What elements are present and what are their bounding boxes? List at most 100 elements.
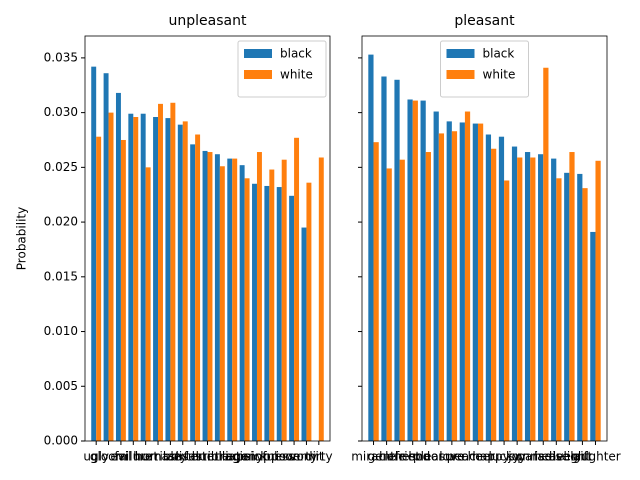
x-tick-label: love	[439, 450, 464, 464]
bar	[517, 157, 523, 441]
x-tick-label: sickness	[244, 450, 295, 464]
bar	[165, 118, 171, 441]
legend-label: white	[280, 68, 313, 82]
bar	[373, 142, 379, 442]
x-tick-label: honest	[379, 450, 420, 464]
legend: black white	[440, 40, 529, 98]
y-tick-label: 0.035	[44, 50, 78, 64]
bar	[438, 133, 445, 441]
bar	[145, 167, 151, 441]
legend: black white	[237, 40, 327, 98]
bar	[569, 152, 575, 441]
bar	[244, 178, 250, 441]
bar	[289, 195, 295, 441]
bar	[433, 111, 439, 441]
bar	[103, 73, 109, 441]
legend-label: black	[483, 47, 515, 61]
bar	[227, 158, 233, 441]
bar	[202, 150, 208, 441]
x-tick-label: sunrise	[509, 450, 552, 464]
bar	[538, 154, 544, 441]
y-tick-label: 0.005	[44, 379, 78, 393]
x-tick-label: awful	[167, 450, 199, 464]
x-tick-label: evil	[110, 450, 131, 464]
x-tick-label: happy	[472, 450, 509, 464]
x-tick-label: pleasure	[413, 450, 465, 464]
bar	[412, 100, 418, 441]
bar	[564, 172, 570, 441]
axes-frame	[84, 35, 331, 442]
bar	[256, 152, 262, 441]
bar	[182, 121, 188, 441]
bar	[153, 117, 159, 441]
bar	[368, 54, 374, 442]
legend-swatch	[446, 70, 475, 79]
legend-label: black	[280, 47, 312, 61]
bar	[386, 168, 392, 441]
axes-frame	[361, 35, 608, 442]
bar	[252, 183, 257, 441]
bar	[530, 157, 536, 441]
bar	[133, 117, 139, 441]
bar	[582, 188, 588, 441]
x-tick-label: disaster	[171, 450, 219, 464]
bar	[91, 66, 97, 441]
bar	[504, 180, 510, 441]
x-tick-label: humiliate	[192, 450, 248, 464]
bar	[195, 134, 201, 441]
bar	[464, 111, 471, 441]
bar	[577, 173, 583, 441]
x-tick-label: tragic	[215, 450, 250, 464]
bar	[381, 76, 387, 441]
bar	[394, 79, 400, 441]
y-tick-label: 0.030	[44, 105, 78, 119]
x-tick-label: gentle	[368, 450, 406, 464]
bar	[108, 112, 114, 442]
bar	[190, 144, 196, 441]
y-axis-label: Probability	[15, 207, 29, 270]
x-tick-label: cheer	[461, 450, 495, 464]
bar	[294, 137, 300, 441]
x-tick-label: peace	[447, 450, 483, 464]
bar	[551, 158, 557, 441]
bar	[399, 159, 405, 441]
x-tick-label: vomit	[289, 450, 323, 464]
bar	[498, 136, 505, 441]
bar	[301, 227, 307, 441]
x-tick-label: gift	[573, 450, 593, 464]
bar	[485, 134, 492, 441]
bar	[590, 231, 596, 441]
bar	[239, 165, 245, 441]
x-tick-label: joy	[507, 450, 526, 464]
bar	[425, 152, 431, 441]
bar	[128, 113, 134, 441]
x-tick-label: terrible	[186, 450, 229, 464]
bar	[491, 148, 497, 442]
x-tick-label: miracle	[351, 450, 396, 464]
x-tick-label: laughter	[570, 450, 621, 464]
bar	[511, 146, 518, 441]
x-tick-label: agony	[226, 450, 263, 464]
bar	[595, 160, 601, 441]
x-tick-label: prison	[263, 450, 300, 464]
x-tick-label: friend	[395, 450, 430, 464]
bar	[115, 92, 121, 442]
x-tick-label: honor	[408, 450, 443, 464]
chart-title: pleasant	[454, 13, 515, 29]
bar	[214, 154, 220, 441]
bar	[170, 102, 176, 442]
bar	[420, 100, 426, 441]
bar	[207, 152, 213, 441]
x-tick-label: lucky	[488, 450, 519, 464]
bar	[524, 152, 531, 441]
chart-title: unpleasant	[169, 13, 247, 29]
bar	[177, 124, 183, 441]
bar	[232, 158, 238, 441]
bar	[140, 113, 146, 441]
x-tick-label: delight	[549, 450, 591, 464]
bar	[96, 136, 102, 441]
bar	[407, 99, 413, 442]
bar	[318, 157, 324, 441]
x-tick-label: poverty	[271, 450, 317, 464]
